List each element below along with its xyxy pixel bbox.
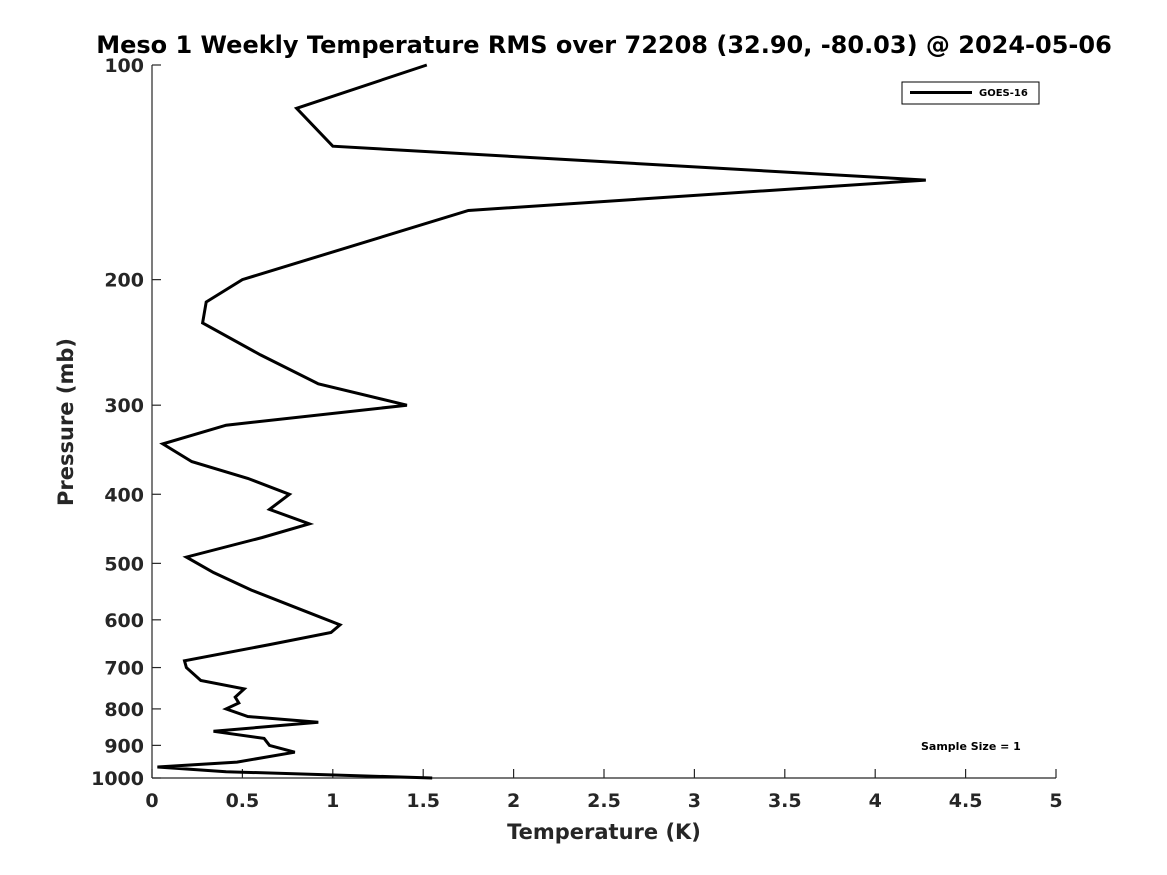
- x-axis-ticks: 0 0.5 1 1.5 2 2.5 3 3.5 4 4.5 5: [145, 769, 1063, 812]
- y-tick-label: 1000: [91, 768, 144, 790]
- y-tick-label: 700: [104, 658, 144, 680]
- legend-label: GOES-16: [979, 88, 1028, 99]
- x-tick-label: 5: [1049, 790, 1062, 812]
- y-tick-label: 100: [104, 55, 144, 77]
- legend: GOES-16: [901, 81, 1040, 105]
- y-tick-label: 200: [104, 270, 144, 292]
- x-tick-label: 2.5: [587, 790, 621, 812]
- x-tick-label: 0: [145, 790, 158, 812]
- goes-16-series-line: [157, 63, 926, 780]
- y-axis-ticks: 100 200 300 400 500 600 700 800 900 1000: [91, 55, 161, 790]
- y-tick-label: 900: [104, 735, 144, 757]
- x-tick-label: 2: [507, 790, 520, 812]
- x-tick-label: 4.5: [949, 790, 983, 812]
- x-tick-label: 1: [326, 790, 339, 812]
- y-tick-label: 500: [104, 553, 144, 575]
- x-axis-label: Temperature (K): [507, 820, 701, 844]
- x-tick-label: 3: [688, 790, 701, 812]
- sample-size-annotation: Sample Size = 1: [921, 740, 1021, 753]
- x-tick-label: 3.5: [768, 790, 802, 812]
- y-tick-label: 400: [104, 484, 144, 506]
- y-tick-label: 600: [104, 610, 144, 632]
- y-tick-label: 300: [104, 395, 144, 417]
- x-tick-label: 4: [869, 790, 882, 812]
- x-tick-label: 1.5: [406, 790, 440, 812]
- chart-title: Meso 1 Weekly Temperature RMS over 72208…: [96, 31, 1112, 59]
- x-tick-label: 0.5: [226, 790, 260, 812]
- plot-area: 0 0.5 1 1.5 2 2.5 3 3.5 4 4.5 5 100 200 300 400 500 600…: [91, 55, 1063, 812]
- y-tick-label: 800: [104, 699, 144, 721]
- y-axis-label: Pressure (mb): [54, 338, 78, 506]
